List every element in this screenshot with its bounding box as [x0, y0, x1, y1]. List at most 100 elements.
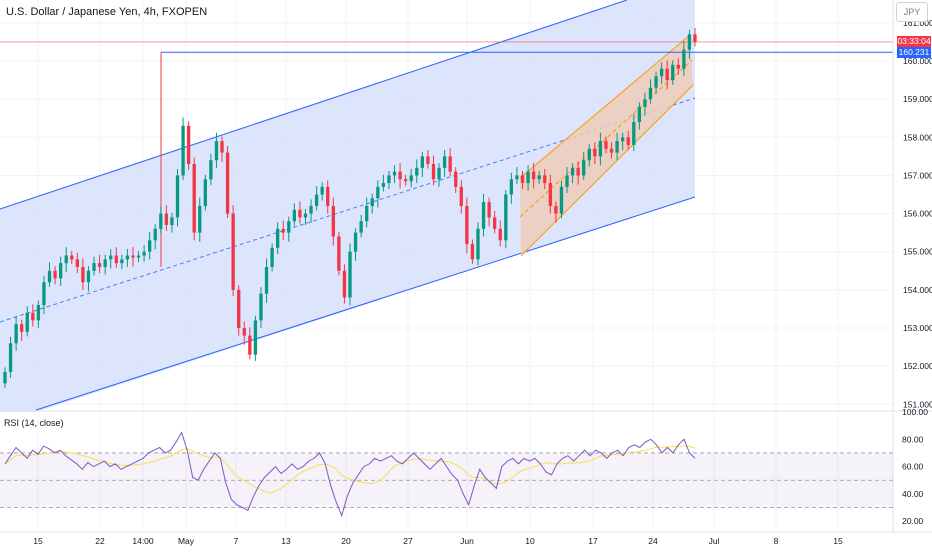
candle-body: [214, 141, 219, 161]
candle-body: [209, 160, 213, 180]
candle-body: [70, 255, 74, 260]
candle-body: [120, 259, 124, 264]
candle-body: [526, 171, 530, 184]
price-tick-label: 159.000: [903, 94, 932, 104]
candle-body: [381, 183, 386, 187]
currency-selector[interactable]: JPY: [896, 2, 928, 22]
candle-body: [409, 175, 413, 182]
candle-body: [365, 205, 369, 222]
candle-body: [58, 263, 63, 279]
candle-body: [442, 156, 447, 168]
candle-body: [609, 148, 614, 153]
candle-body: [420, 156, 424, 168]
candle-body: [81, 266, 85, 283]
candle-body: [548, 183, 552, 206]
candle-body: [415, 167, 419, 176]
time-tick-label: 8: [774, 536, 779, 546]
candle-body: [276, 228, 280, 248]
candle-body: [253, 320, 258, 355]
price-tick-label: 152.000: [903, 361, 932, 371]
candle-body: [582, 160, 586, 176]
candle-body: [632, 122, 636, 145]
chart-title: U.S. Dollar / Japanese Yen, 4h, FXOPEN: [6, 6, 208, 18]
candle-body: [14, 324, 18, 344]
candle-body: [565, 175, 569, 187]
candle-body: [181, 125, 185, 176]
horizontal-level-price-tag: 160.231: [897, 47, 931, 59]
candle-body: [92, 263, 96, 271]
candle-body: [543, 175, 547, 184]
candle-body: [136, 255, 141, 258]
candle-body: [242, 328, 246, 336]
candle-body: [31, 312, 35, 321]
candle-body: [47, 270, 52, 283]
candle-body: [314, 194, 319, 206]
time-tick-label: 24: [648, 536, 658, 546]
candle-body: [398, 171, 402, 180]
candle-body: [376, 186, 380, 199]
candle-body: [515, 175, 519, 180]
candle-body: [454, 171, 458, 187]
candle-body: [20, 324, 24, 332]
candle-body: [131, 255, 135, 258]
rsi-tick-label: 60.00: [902, 462, 924, 472]
candle-body: [598, 141, 603, 157]
candle-body: [537, 175, 541, 180]
candle-body: [615, 141, 619, 153]
candle-body: [470, 244, 475, 260]
candle-body: [237, 289, 241, 328]
candle-body: [25, 312, 29, 332]
rsi-tick-label: 20.00: [902, 516, 924, 526]
sub-channel-upper-line: [519, 34, 691, 179]
rsi-tick-label: 40.00: [902, 489, 924, 499]
candle-body: [493, 217, 497, 229]
candle-body: [264, 266, 269, 294]
ascending-channel-fill: [0, 0, 695, 412]
candle-body: [337, 236, 341, 271]
candle-body: [170, 217, 174, 226]
candle-body: [520, 175, 525, 184]
channel-median-line: [0, 97, 696, 323]
candle-body: [64, 255, 68, 264]
candle-body: [192, 164, 196, 233]
candle-body: [671, 64, 675, 81]
candle-body: [459, 186, 463, 206]
candle-body: [298, 209, 302, 218]
candle-body: [97, 263, 102, 267]
candle-body: [504, 194, 508, 241]
time-tick-label: 13: [281, 536, 291, 546]
candle-body: [392, 171, 397, 176]
candle-body: [203, 179, 207, 206]
time-tick-label: Jun: [460, 536, 474, 546]
sub-channel-lower-line: [520, 84, 694, 257]
candle-body: [159, 213, 163, 229]
candle-body: [687, 34, 692, 50]
candle-body: [448, 156, 452, 172]
candle-body: [654, 76, 658, 88]
candle-body: [576, 167, 580, 176]
candle-body: [559, 186, 564, 214]
candle-body: [198, 205, 202, 233]
candle-body: [342, 270, 347, 298]
candle-body: [309, 205, 313, 214]
candle-body: [225, 152, 230, 214]
price-tick-label: 155.000: [903, 247, 932, 257]
candle-body: [86, 270, 91, 283]
price-tick-label: 158.000: [903, 132, 932, 142]
candle-body: [693, 34, 697, 42]
time-tick-label: 22: [95, 536, 105, 546]
candle-body: [303, 213, 308, 218]
rsi-tick-label: 100.00: [902, 407, 928, 417]
candle-body: [287, 221, 291, 233]
time-tick-label: 14:00: [132, 536, 154, 546]
candle-body: [326, 186, 330, 206]
candle-body: [531, 171, 536, 180]
candle-body: [353, 232, 358, 252]
candle-body: [387, 175, 391, 184]
candle-body: [231, 213, 235, 290]
candle-body: [665, 68, 669, 81]
time-tick-label: 15: [33, 536, 43, 546]
rsi-line: [4, 431, 696, 518]
candle-body: [248, 335, 252, 355]
